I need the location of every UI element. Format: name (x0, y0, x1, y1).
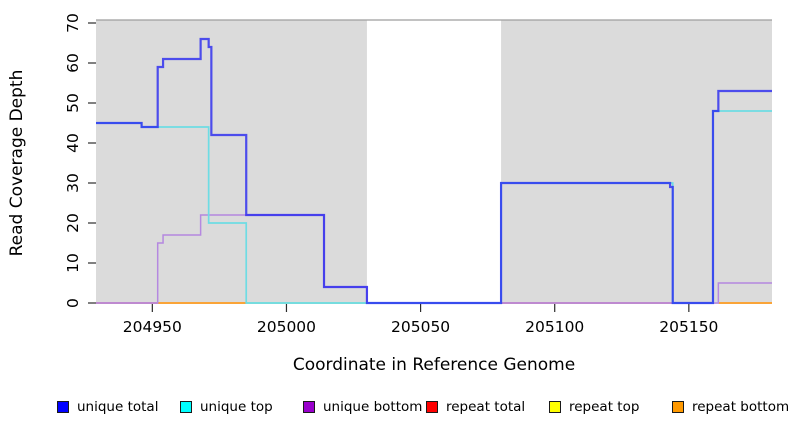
y-tick-label: 10 (64, 253, 82, 273)
legend-label: unique bottom (323, 399, 423, 415)
legend-swatch-icon (549, 401, 561, 413)
y-axis-label: Read Coverage Depth (7, 70, 27, 257)
legend-item-unique-bottom: unique bottom (303, 399, 426, 415)
y-tick-label: 70 (64, 13, 82, 33)
legend-swatch-icon (303, 401, 315, 413)
series-line-unique-total (96, 37, 772, 305)
legend-item-repeat-total: repeat total (426, 399, 549, 415)
legend-item-repeat-bottom: repeat bottom (672, 399, 792, 415)
legend-swatch-icon (426, 401, 438, 413)
legend-label: repeat bottom (692, 399, 790, 415)
legend-label: unique top (200, 399, 273, 415)
coverage-gap-region (366, 20, 502, 304)
legend-item-repeat-top: repeat top (549, 399, 672, 415)
y-tick-label: 40 (64, 133, 82, 153)
y-tick-label: 0 (64, 298, 82, 308)
x-tick-label: 205100 (525, 318, 584, 336)
y-tick-label: 50 (64, 93, 82, 113)
x-tick-label: 205000 (257, 318, 316, 336)
x-tick-label: 204950 (123, 318, 182, 336)
legend-swatch-icon (57, 401, 69, 413)
legend-item-unique-total: unique total (57, 399, 180, 415)
legend-swatch-icon (672, 401, 684, 413)
x-axis-label: Coordinate in Reference Genome (293, 355, 575, 375)
legend-label: unique total (77, 399, 159, 415)
y-tick-label: 20 (64, 213, 82, 233)
y-tick-label: 30 (64, 173, 82, 193)
x-tick-label: 205050 (391, 318, 450, 336)
legend-label: repeat total (446, 399, 526, 415)
legend-swatch-icon (180, 401, 192, 413)
legend-item-unique-top: unique top (180, 399, 303, 415)
y-tick-label: 60 (64, 53, 82, 73)
coverage-chart: 204950 205000 205050 205100 205150 0 10 20 30 40 5… (7, 13, 772, 375)
chart-plot-area: 204950 205000 205050 205100 205150 0 10 20 30 40 5… (64, 13, 772, 336)
chart-legend: unique total unique top unique bottom repea… (57, 399, 792, 415)
legend-label: repeat top (569, 399, 640, 415)
x-tick-label: 205150 (659, 318, 718, 336)
